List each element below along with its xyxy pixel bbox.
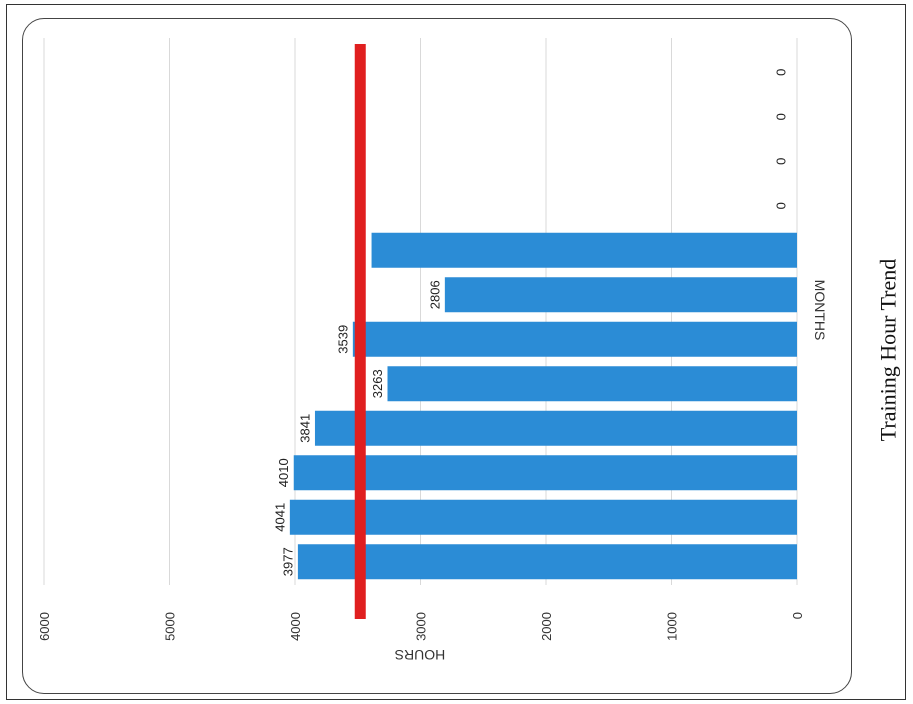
data-label: 0 <box>774 69 789 76</box>
data-label: 0 <box>774 158 789 165</box>
data-label: 3977 <box>280 547 295 576</box>
bar <box>289 499 797 535</box>
value-tick-label: 6000 <box>37 612 52 641</box>
bar <box>314 410 797 446</box>
bar <box>387 366 797 402</box>
data-label: 2806 <box>427 280 442 309</box>
data-label: 0 <box>774 202 789 209</box>
data-label: 3539 <box>335 325 350 354</box>
data-label: 4010 <box>276 458 291 487</box>
bar <box>352 321 797 357</box>
bar <box>371 232 797 268</box>
chart-title: Training Hour Trend <box>876 259 901 442</box>
data-label: 0 <box>774 113 789 120</box>
x-axis-title: MONTHS <box>812 280 828 341</box>
value-tick-label: 0 <box>790 612 805 619</box>
value-tick-label: 1000 <box>665 612 680 641</box>
value-tick-label: 2000 <box>539 612 554 641</box>
bar <box>444 277 797 313</box>
y-axis-title: HOURS <box>395 647 446 663</box>
value-tick-label: 5000 <box>163 612 178 641</box>
bar <box>293 455 797 491</box>
outer-frame <box>6 4 906 700</box>
data-label: 4041 <box>272 503 287 532</box>
value-tick-label: 4000 <box>288 612 303 641</box>
data-label: 3263 <box>370 369 385 398</box>
data-label: 3841 <box>297 414 312 443</box>
value-tick-label: 3000 <box>414 612 429 641</box>
bar <box>297 544 797 580</box>
target-line <box>354 44 366 619</box>
